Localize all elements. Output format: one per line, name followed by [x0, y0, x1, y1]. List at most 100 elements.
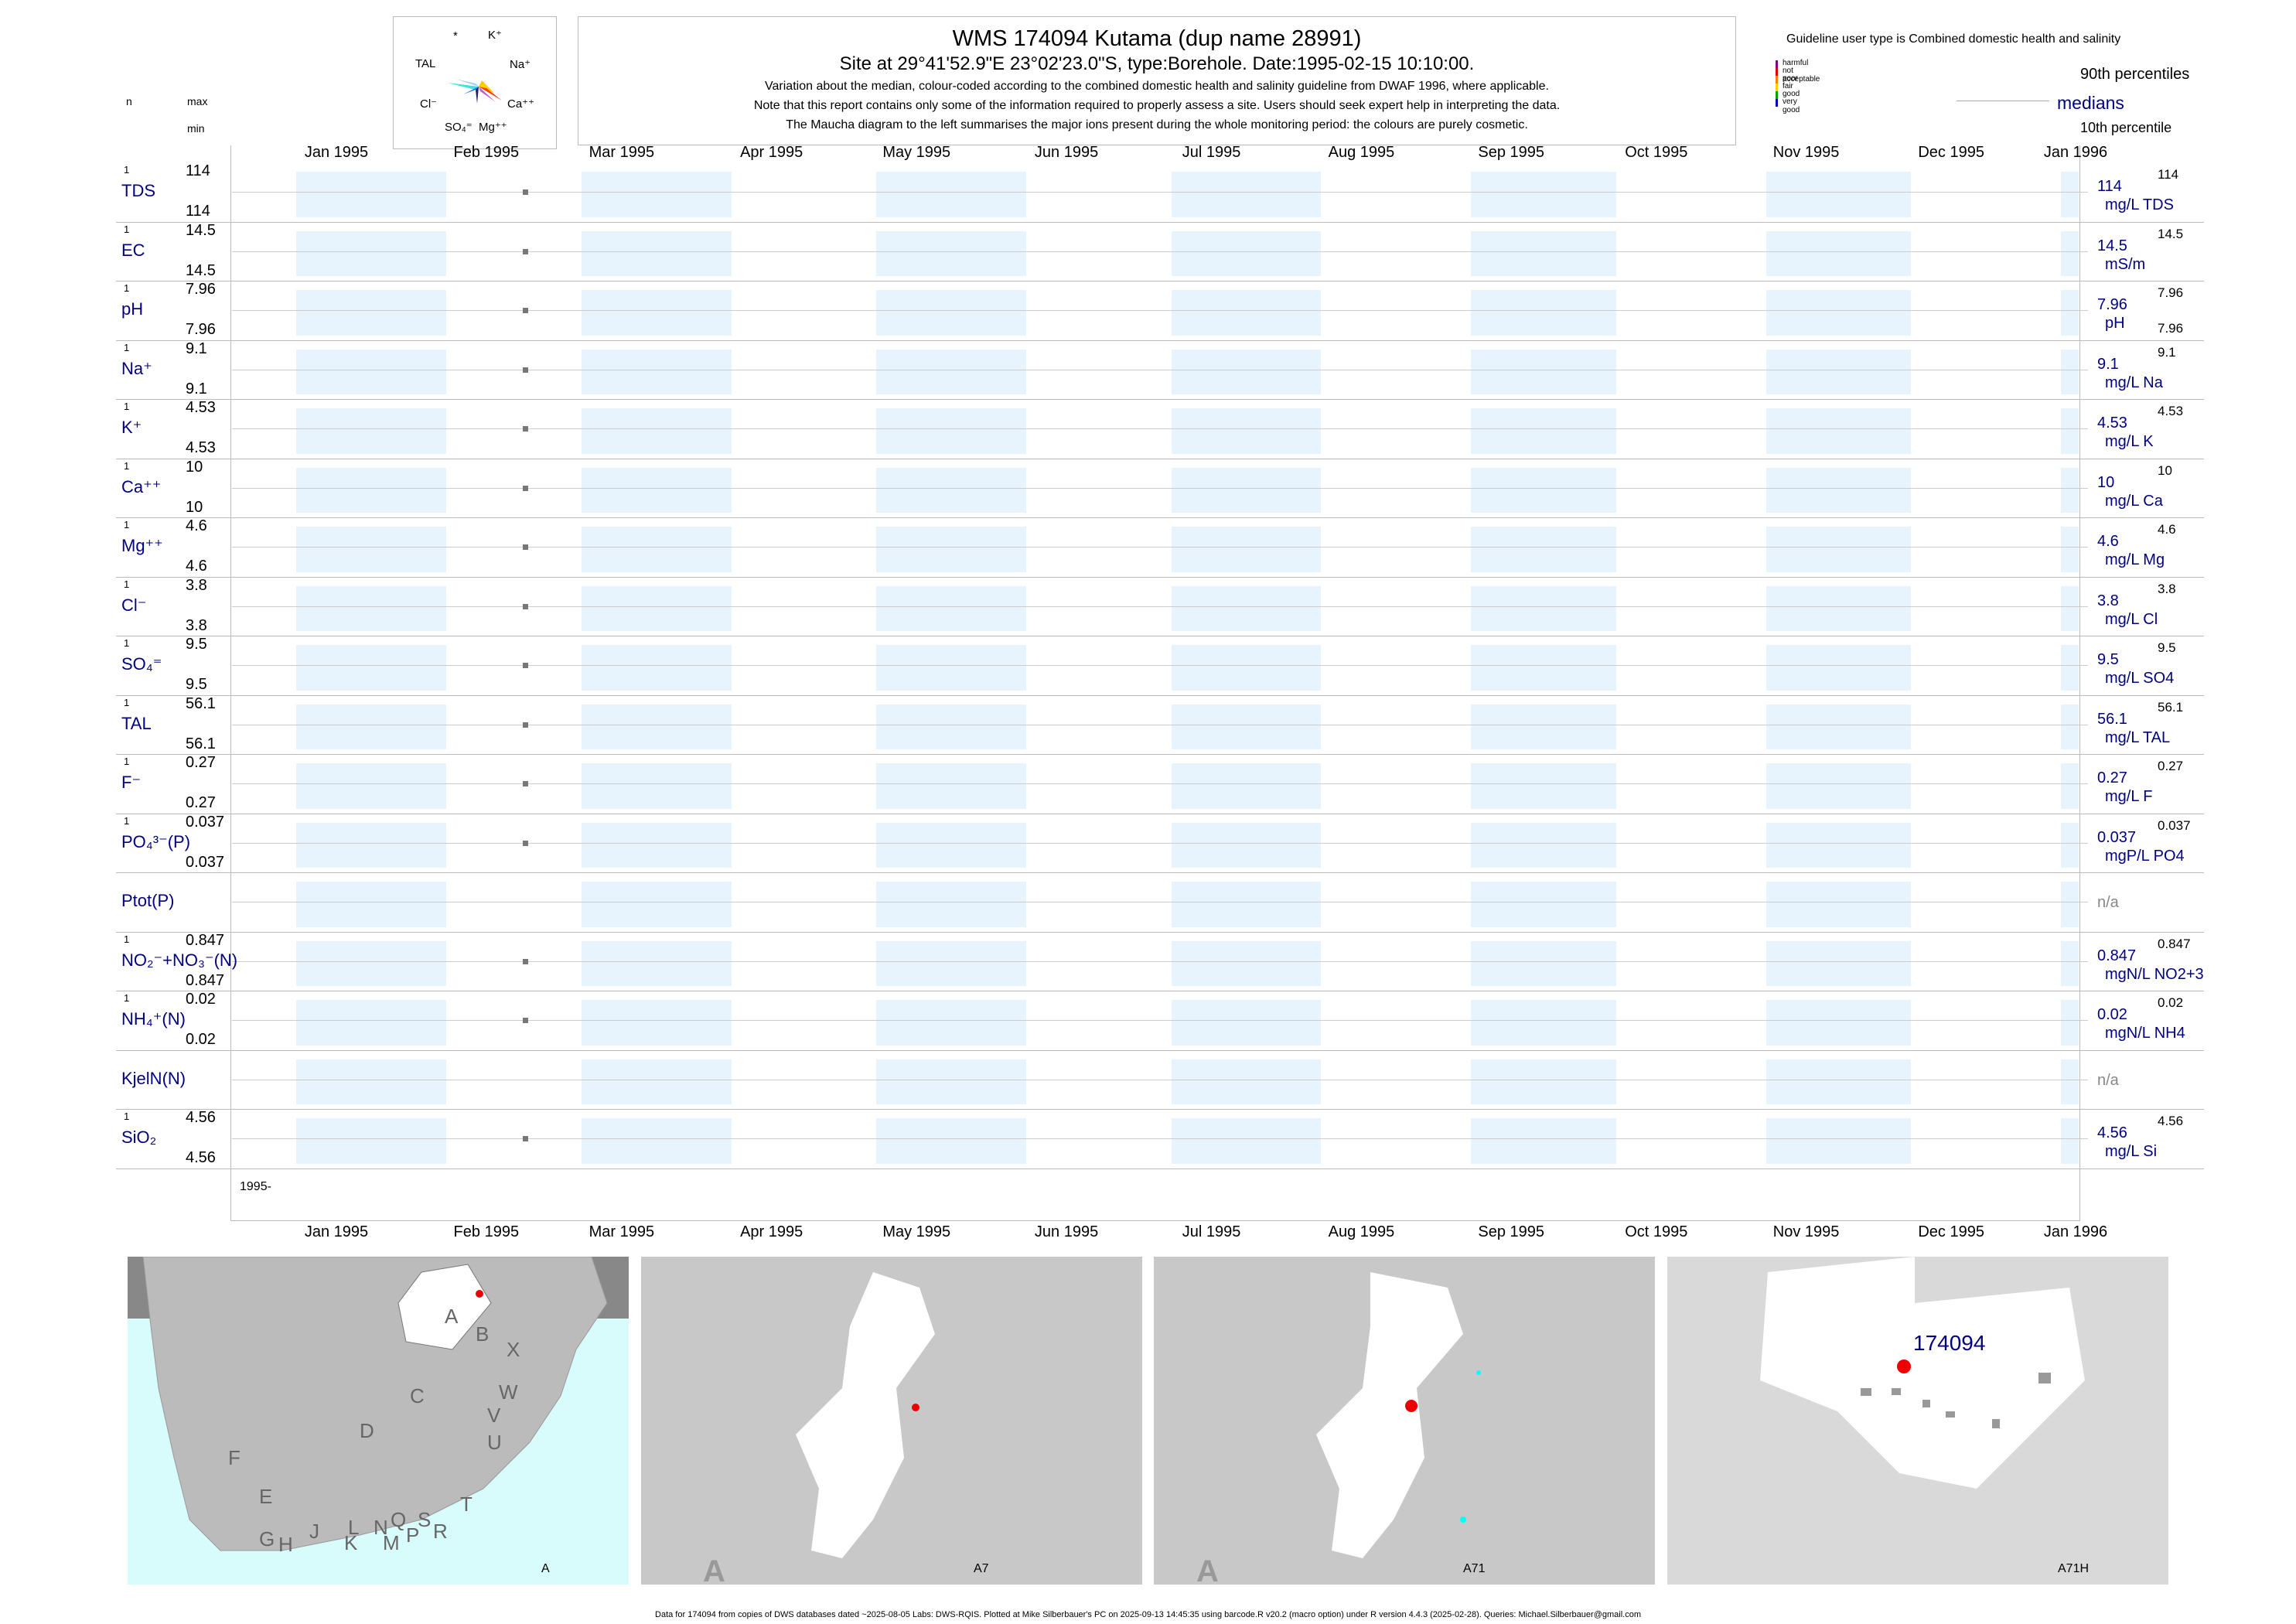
- max-value: 56.1: [186, 694, 216, 712]
- legend-class-label: fair: [1783, 82, 1793, 90]
- month-band: [1765, 230, 1912, 276]
- min-value: 0.037: [186, 853, 225, 871]
- header-min: min: [187, 122, 205, 135]
- month-band: [1171, 1000, 1322, 1046]
- drainage-region-label: L: [348, 1516, 360, 1539]
- legend-class-swatch: [1776, 84, 1778, 91]
- month-tick-label: Mar 1995: [588, 144, 655, 161]
- parameter-label: Ptot(P): [121, 891, 175, 910]
- month-tick-label: Nov 1995: [1772, 1223, 1840, 1240]
- sample-count: 1: [124, 696, 130, 708]
- legend-title: Guideline user type is Combined domestic…: [1786, 32, 2121, 46]
- parameter-label: TAL: [121, 713, 152, 733]
- data-point: [523, 308, 529, 313]
- month-tick-label: Jan 1995: [304, 1223, 369, 1240]
- month-band: [296, 408, 446, 454]
- parameter-label: TDS: [121, 181, 155, 200]
- month-band: [296, 349, 446, 394]
- month-band: [1471, 882, 1616, 927]
- map-caption: A71H: [2058, 1562, 2090, 1575]
- drainage-region-label: R: [433, 1520, 448, 1543]
- header-max: max: [187, 95, 208, 107]
- max-value: 7.96: [186, 281, 216, 298]
- month-band: [2061, 1059, 2079, 1104]
- legend-class-swatch: [1776, 68, 1778, 76]
- month-tick-label: Jul 1995: [1182, 1223, 1241, 1240]
- parameter-label: Na⁺: [121, 358, 152, 378]
- p90-value: 4.6: [2158, 522, 2176, 537]
- row-separator: [116, 339, 2204, 341]
- month-band: [2061, 349, 2079, 394]
- map-south-africa-shape: [128, 1257, 629, 1551]
- month-band: [876, 763, 1027, 809]
- month-tick-label: Apr 1995: [740, 144, 803, 161]
- month-band: [581, 527, 732, 572]
- min-value: 3.8: [186, 616, 207, 634]
- unit-label: mg/L Cl: [2105, 610, 2158, 628]
- month-band: [1171, 230, 1322, 276]
- row-separator: [116, 576, 2204, 578]
- p90-value: 9.1: [2158, 344, 2176, 360]
- month-tick-label: Aug 1995: [1328, 1223, 1395, 1240]
- max-value: 0.847: [186, 931, 225, 949]
- sample-count: 1: [124, 933, 130, 945]
- month-band: [296, 230, 446, 276]
- median-value: 0.037: [2097, 828, 2137, 846]
- drainage-region-label: K: [344, 1531, 358, 1554]
- parameter-label: SO₄⁼: [121, 654, 162, 674]
- month-tick-label: Oct 1995: [1625, 1223, 1688, 1240]
- legend-class-swatch: [1776, 76, 1778, 84]
- row-separator: [116, 1049, 2204, 1051]
- parameter-label: F⁻: [121, 773, 142, 792]
- month-band: [2061, 645, 2079, 691]
- month-tick-label: Jun 1995: [1034, 144, 1099, 161]
- month-band: [296, 1000, 446, 1046]
- median-na: n/a: [2097, 894, 2119, 911]
- legend-class-label: good: [1783, 90, 1800, 98]
- month-band: [296, 1059, 446, 1104]
- month-band: [1471, 408, 1616, 454]
- p90-value: 14.5: [2158, 226, 2184, 241]
- row-separator: [116, 517, 2204, 518]
- row-separator: [116, 399, 2204, 400]
- month-band: [876, 172, 1027, 217]
- month-tick-label: Jul 1995: [1182, 144, 1241, 161]
- month-band: [1171, 940, 1322, 986]
- data-point: [523, 781, 529, 786]
- year-label: 1995-: [240, 1180, 271, 1193]
- month-band: [1765, 1000, 1912, 1046]
- sample-count: 1: [124, 992, 130, 1004]
- month-band: [876, 822, 1027, 868]
- month-band: [581, 1059, 732, 1104]
- median-line: [232, 665, 2088, 666]
- month-band: [1765, 822, 1912, 868]
- max-value: 4.6: [186, 517, 207, 534]
- month-tick-label: Jun 1995: [1034, 1223, 1099, 1240]
- max-value: 0.27: [186, 754, 216, 771]
- drainage-region-label: G: [259, 1527, 275, 1551]
- legend-class-label: poor: [1783, 74, 1799, 83]
- p10-value: 7.96: [2158, 321, 2184, 336]
- max-value: 3.8: [186, 576, 207, 594]
- month-band: [2061, 704, 2079, 749]
- month-band: [2061, 763, 2079, 809]
- maucha-ion-label: *: [453, 29, 458, 43]
- median-value: 56.1: [2097, 710, 2127, 728]
- month-tick-label: Sep 1995: [1478, 144, 1545, 161]
- legend-class-swatch: [1776, 60, 1778, 68]
- drainage-region-label: D: [360, 1419, 374, 1442]
- min-value: 10: [186, 498, 203, 516]
- median-line: [232, 842, 2088, 844]
- month-band: [1171, 1059, 1322, 1104]
- month-band: [2061, 585, 2079, 631]
- month-band: [296, 467, 446, 513]
- month-band: [1171, 408, 1322, 454]
- month-band: [296, 882, 446, 927]
- month-band: [876, 467, 1027, 513]
- maucha-star: [448, 79, 502, 104]
- month-band: [1471, 290, 1616, 336]
- month-band: [1171, 349, 1322, 394]
- month-band: [581, 882, 732, 927]
- max-value: 9.5: [186, 636, 207, 653]
- month-band: [1471, 1118, 1616, 1164]
